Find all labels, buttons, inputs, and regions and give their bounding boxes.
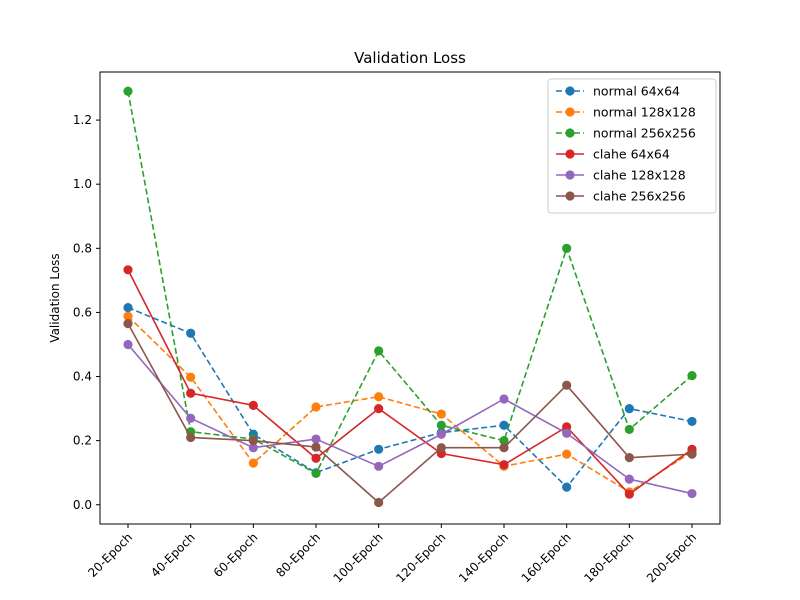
y-axis-label: Validation Loss bbox=[48, 253, 62, 342]
legend-swatch-marker-normal-256x256 bbox=[565, 128, 575, 138]
data-point-clahe-64x64 bbox=[123, 265, 133, 275]
series-line-normal-128x128 bbox=[127, 315, 693, 493]
data-point-clahe-256x256 bbox=[374, 497, 384, 508]
data-point-normal-256x256 bbox=[687, 370, 697, 381]
data-point-clahe-256x256 bbox=[624, 453, 634, 463]
data-point-normal-256x256 bbox=[562, 243, 572, 253]
data-point-normal-256x256 bbox=[624, 424, 634, 435]
data-point-clahe-128x128 bbox=[687, 488, 697, 499]
data-point-normal-128x128 bbox=[311, 402, 321, 412]
data-point-normal-256x256 bbox=[436, 420, 446, 430]
data-point-clahe-256x256 bbox=[186, 432, 196, 443]
series-line-normal-256x256 bbox=[127, 91, 693, 475]
data-point-clahe-64x64 bbox=[374, 403, 384, 414]
series-line-clahe-128x128 bbox=[127, 343, 693, 495]
series-line-clahe-256x256 bbox=[127, 323, 693, 504]
chart-title: Validation Loss bbox=[354, 49, 466, 67]
legend-label-clahe-64x64: clahe 64x64 bbox=[593, 147, 670, 162]
legend-label-normal-128x128: normal 128x128 bbox=[593, 105, 696, 120]
data-point-normal-64x64 bbox=[374, 444, 384, 454]
legend-swatch-marker-clahe-64x64 bbox=[565, 149, 575, 159]
data-point-clahe-128x128 bbox=[499, 394, 509, 404]
data-point-clahe-128x128 bbox=[248, 443, 258, 453]
legend-label-normal-256x256: normal 256x256 bbox=[593, 126, 696, 141]
data-point-normal-64x64 bbox=[687, 416, 697, 427]
data-point-normal-128x128 bbox=[186, 372, 196, 382]
data-point-normal-128x128 bbox=[123, 311, 133, 321]
data-point-normal-128x128 bbox=[374, 392, 384, 402]
legend-swatch-marker-clahe-256x256 bbox=[565, 191, 575, 201]
y-tick-label: 1.2 bbox=[73, 113, 92, 127]
data-point-clahe-128x128 bbox=[186, 413, 196, 423]
data-point-normal-128x128 bbox=[248, 458, 258, 468]
legend-swatch-marker-normal-128x128 bbox=[565, 107, 575, 117]
series-line-clahe-64x64 bbox=[127, 269, 693, 496]
legend-swatch-marker-normal-64x64 bbox=[565, 86, 575, 96]
data-point-normal-64x64 bbox=[499, 420, 509, 430]
y-tick-label: 1.0 bbox=[73, 177, 92, 191]
data-point-clahe-64x64 bbox=[248, 400, 258, 410]
data-point-normal-256x256 bbox=[374, 346, 384, 356]
legend-label-clahe-256x256: clahe 256x256 bbox=[593, 189, 686, 204]
data-point-clahe-64x64 bbox=[186, 388, 196, 398]
y-tick-label: 0.4 bbox=[73, 370, 92, 384]
data-point-clahe-128x128 bbox=[374, 461, 384, 471]
y-axis-ticks: 0.0 0.2 0.4 0.6 0.8 1.0 1.2 bbox=[73, 113, 100, 512]
y-tick-label: 0.2 bbox=[73, 434, 92, 448]
plot-area-frame bbox=[99, 71, 721, 525]
y-tick-label: 0.0 bbox=[73, 498, 92, 512]
series-layer bbox=[123, 86, 697, 508]
data-point-clahe-128x128 bbox=[436, 429, 446, 439]
data-point-clahe-64x64 bbox=[624, 489, 634, 499]
data-point-normal-256x256 bbox=[499, 436, 509, 446]
data-point-clahe-256x256 bbox=[562, 380, 572, 390]
data-point-clahe-64x64 bbox=[499, 460, 509, 470]
data-point-normal-64x64 bbox=[624, 403, 634, 414]
legend-swatch-marker-clahe-128x128 bbox=[565, 170, 575, 180]
legend-box bbox=[547, 78, 717, 214]
data-point-clahe-256x256 bbox=[436, 443, 446, 453]
data-point-normal-256x256 bbox=[123, 86, 133, 96]
data-point-clahe-128x128 bbox=[123, 339, 133, 350]
legend-label-normal-64x64: normal 64x64 bbox=[593, 84, 680, 99]
data-point-normal-64x64 bbox=[562, 482, 572, 492]
data-point-normal-128x128 bbox=[562, 449, 572, 459]
data-point-clahe-128x128 bbox=[624, 474, 634, 484]
data-point-clahe-256x256 bbox=[123, 319, 133, 329]
y-tick-label: 0.6 bbox=[73, 305, 92, 319]
data-point-clahe-128x128 bbox=[311, 434, 321, 444]
series-line-normal-64x64 bbox=[127, 306, 693, 489]
data-point-clahe-256x256 bbox=[499, 443, 509, 453]
data-point-clahe-256x256 bbox=[248, 436, 258, 446]
data-point-clahe-128x128 bbox=[562, 428, 572, 438]
data-point-clahe-64x64 bbox=[311, 453, 321, 463]
data-point-clahe-256x256 bbox=[687, 449, 697, 459]
legend: normal 64x64 normal 128x128 normal 256x256… bbox=[547, 78, 717, 214]
data-point-clahe-64x64 bbox=[562, 422, 572, 432]
y-tick-label: 0.8 bbox=[73, 241, 92, 255]
data-point-normal-256x256 bbox=[311, 468, 321, 478]
data-point-normal-64x64 bbox=[186, 328, 196, 338]
data-point-normal-64x64 bbox=[123, 303, 133, 313]
data-point-clahe-256x256 bbox=[311, 442, 321, 452]
legend-label-clahe-128x128: clahe 128x128 bbox=[593, 168, 686, 183]
data-point-normal-128x128 bbox=[436, 409, 446, 419]
